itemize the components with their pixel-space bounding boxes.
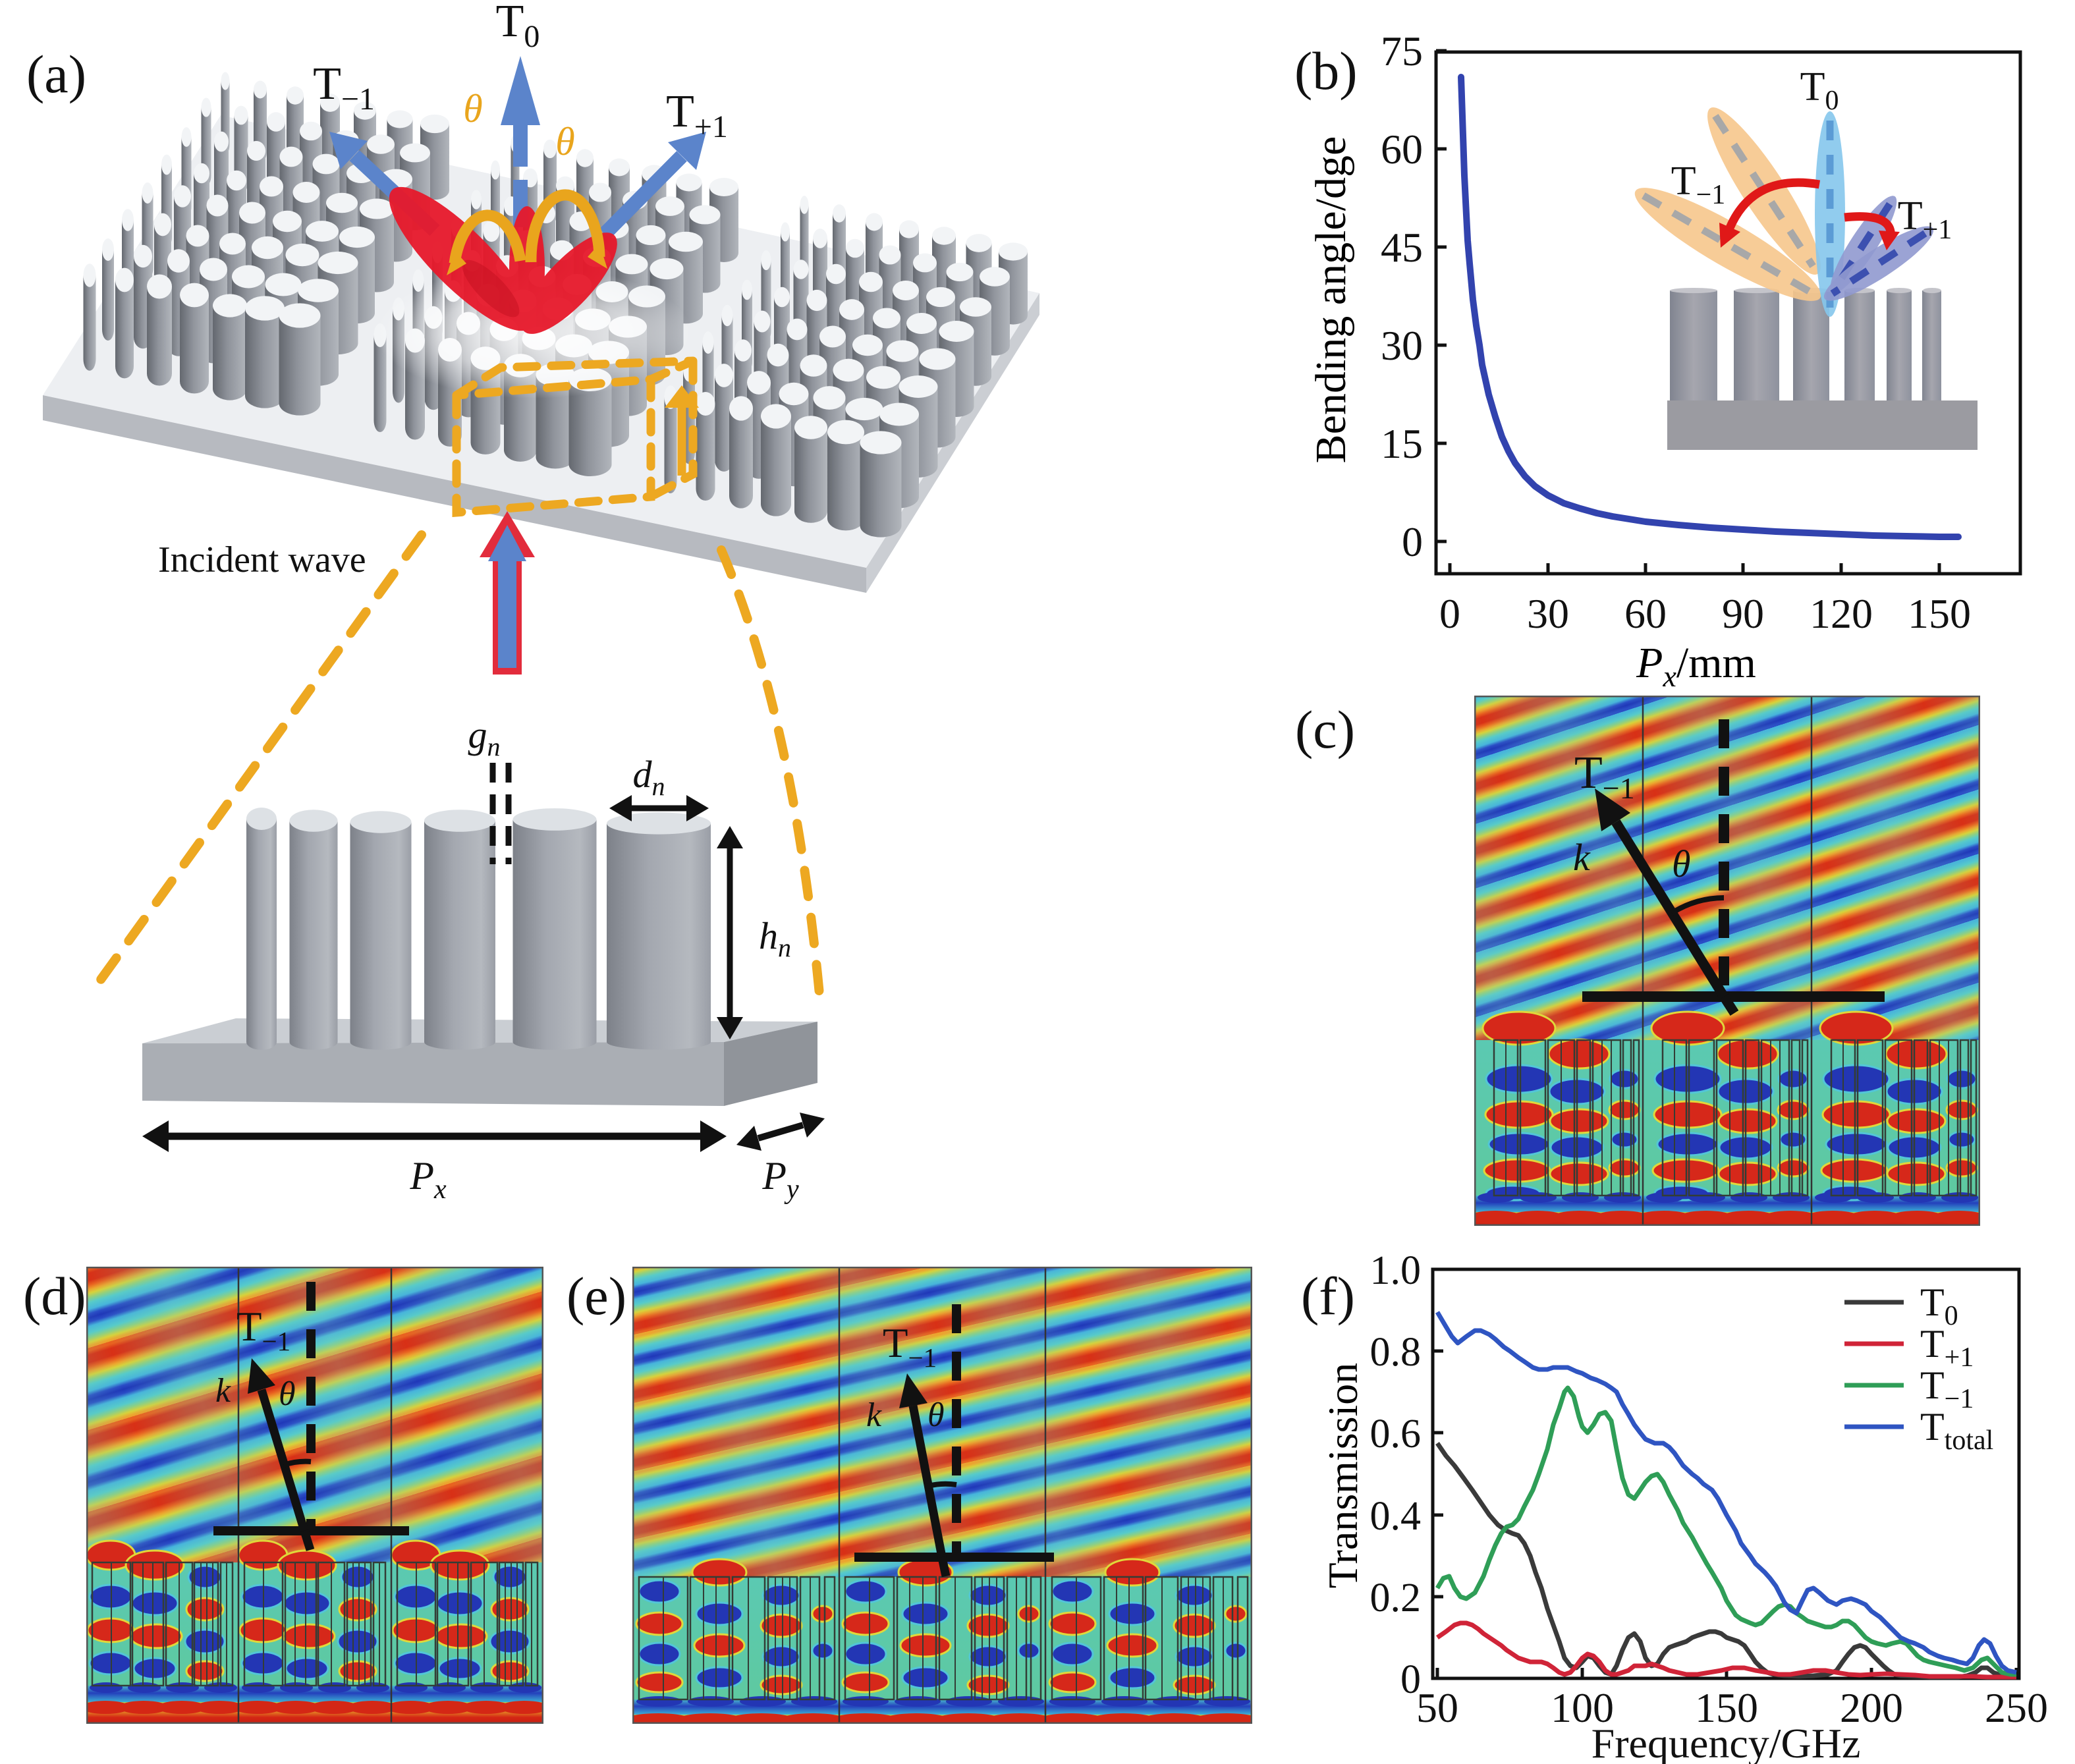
svg-text:gn: gn [468, 713, 501, 761]
svg-text:150: 150 [1908, 590, 1971, 637]
svg-text:150: 150 [1695, 1684, 1758, 1731]
svg-text:(d): (d) [23, 1266, 86, 1326]
svg-text:200: 200 [1840, 1684, 1903, 1731]
svg-text:30: 30 [1527, 590, 1569, 637]
svg-text:60: 60 [1624, 590, 1667, 637]
svg-text:(c): (c) [1295, 700, 1355, 759]
svg-text:Incident wave: Incident wave [158, 539, 366, 580]
svg-text:60: 60 [1381, 126, 1423, 173]
svg-text:θ: θ [1672, 842, 1691, 885]
svg-text:0: 0 [1402, 518, 1423, 565]
svg-text:0: 0 [1439, 590, 1460, 637]
svg-text:Frequency/GHz: Frequency/GHz [1591, 1720, 1861, 1764]
svg-text:30: 30 [1381, 322, 1423, 369]
svg-text:75: 75 [1381, 28, 1423, 74]
svg-text:k: k [1573, 836, 1591, 879]
svg-text:θ: θ [555, 120, 574, 163]
svg-text:90: 90 [1722, 590, 1764, 637]
svg-text:(b): (b) [1294, 41, 1358, 101]
svg-text:(e): (e) [567, 1266, 626, 1326]
svg-text:50: 50 [1416, 1684, 1458, 1731]
svg-text:45: 45 [1381, 224, 1423, 271]
svg-text:k: k [866, 1396, 882, 1434]
svg-text:k: k [215, 1372, 231, 1410]
svg-text:100: 100 [1551, 1684, 1614, 1731]
svg-text:T+1: T+1 [1898, 194, 1952, 245]
svg-text:1.0: 1.0 [1370, 1248, 1422, 1293]
svg-text:θ: θ [279, 1375, 296, 1413]
svg-text:0.6: 0.6 [1370, 1412, 1422, 1456]
svg-text:(a): (a) [26, 44, 86, 104]
svg-text:θ: θ [463, 87, 482, 130]
svg-text:0.8: 0.8 [1370, 1330, 1422, 1375]
svg-text:Transmission: Transmission [1319, 1363, 1366, 1589]
svg-text:T−1: T−1 [1671, 159, 1726, 210]
svg-text:Px/mm: Px/mm [1636, 639, 1756, 693]
svg-text:θ: θ [927, 1396, 945, 1434]
svg-text:Bending angle/dge: Bending angle/dge [1307, 136, 1355, 464]
svg-text:15: 15 [1381, 420, 1423, 467]
svg-text:0.2: 0.2 [1370, 1576, 1422, 1620]
svg-text:250: 250 [1985, 1684, 2048, 1731]
svg-text:T−1: T−1 [1574, 748, 1635, 805]
svg-text:T0: T0 [1800, 65, 1839, 116]
svg-text:(f): (f) [1301, 1266, 1355, 1326]
svg-text:120: 120 [1810, 590, 1873, 637]
svg-text:0: 0 [1400, 1657, 1421, 1702]
svg-text:0.4: 0.4 [1370, 1494, 1422, 1539]
